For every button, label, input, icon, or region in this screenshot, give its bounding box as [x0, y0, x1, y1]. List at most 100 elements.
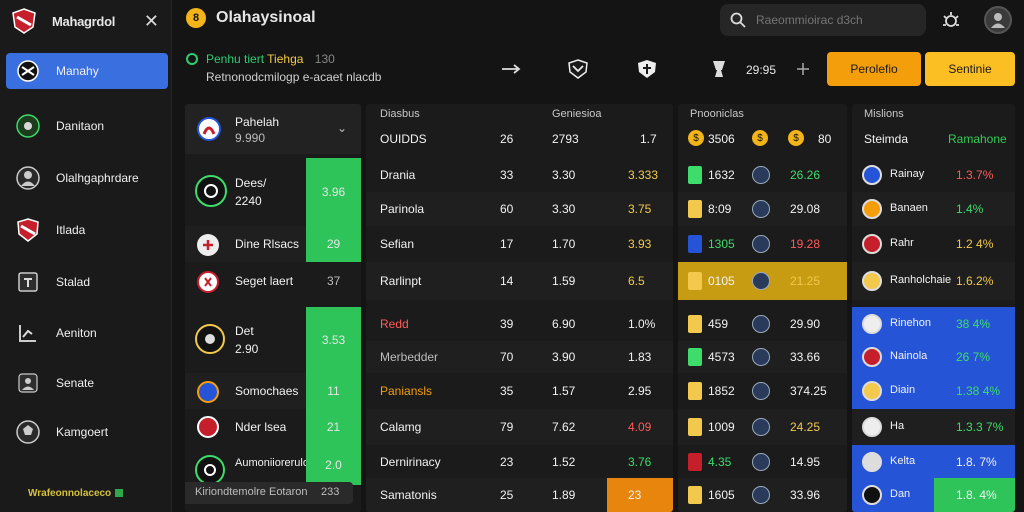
sidebar-item-stalad[interactable]: Stalad [6, 264, 168, 300]
table-row[interactable]: OUIDDS 26 2793 1.7 [366, 124, 673, 156]
table-row[interactable]: Diain 1.38 4% [852, 373, 1015, 409]
table-row[interactable]: Rinehon 38 4% [852, 307, 1015, 341]
table-row[interactable]: Samatonis 25 1.89 23 [366, 478, 673, 512]
row-a: 23 [500, 454, 514, 469]
table-row[interactable]: 1605 33.96 [678, 478, 847, 512]
row-name: Merbedder [380, 350, 439, 364]
flag-icon [688, 382, 702, 400]
table-row[interactable]: Steimda Ramahone [852, 124, 1015, 156]
table-row[interactable]: Parinola 60 3.30 3.75 [366, 192, 673, 226]
panel-header[interactable]: Pahelah 9.990 ⌄ [185, 104, 361, 154]
table-row[interactable]: 8:09 29.08 [678, 192, 847, 226]
table-row[interactable]: Dees/ 2240 3.96 [185, 158, 361, 226]
table-row[interactable]: Calamg 79 7.62 4.09 [366, 409, 673, 445]
team-badge-icon [752, 418, 770, 436]
player-avatar-icon [862, 485, 882, 505]
row-name: Rinehon [890, 317, 931, 329]
table-row[interactable]: Rarlinpt 14 1.59 6.5 [366, 262, 673, 300]
row-a: 1632 [708, 168, 735, 182]
sidebar-footer: Wrafeonnolaceco [28, 488, 124, 499]
sidebar-item-manahy[interactable]: Manahy [6, 53, 168, 89]
football-icon [14, 112, 42, 140]
row-c: 3.93 [628, 237, 652, 251]
panel-footer[interactable]: Kiriondtemolre Eotaron 233 [185, 482, 353, 504]
odds-panel: Pnooniclas $ 3506 $ $ 80 1632 26.26 8:09 29… [678, 104, 847, 512]
header: 8 Olahaysinoal Penhu tiert Tiehga 130 Re… [172, 0, 1024, 100]
team-crest-icon [634, 56, 660, 82]
row-b: 26.26 [790, 168, 821, 182]
row-name: Redd [380, 317, 409, 331]
close-icon[interactable]: ✕ [143, 10, 159, 31]
table-row[interactable]: Banaen 1.4% [852, 192, 1015, 226]
team-name: Det [235, 324, 254, 338]
row-a: 1605 [708, 488, 735, 502]
avatar[interactable] [984, 6, 1012, 34]
arrow-right-icon[interactable] [498, 56, 524, 82]
orange-action-button[interactable]: Perolefio [827, 52, 921, 86]
table-row[interactable]: Dine Rlsacs 29 [185, 226, 361, 262]
search-box[interactable] [720, 4, 926, 36]
settings-icon[interactable] [937, 6, 965, 34]
table-row[interactable]: 4573 33.66 [678, 341, 847, 373]
player-avatar-icon [862, 271, 882, 291]
table-row[interactable]: Paniansls 35 1.57 2.95 [366, 373, 673, 409]
table-row[interactable]: Dan 1.8. 4% [852, 478, 1015, 512]
table-row[interactable]: 1009 24.25 [678, 409, 847, 445]
flag-icon [688, 418, 702, 436]
table-row[interactable]: $ 3506 $ $ 80 [678, 124, 847, 156]
flag-icon [688, 452, 702, 471]
row-b: 19.28 [790, 237, 821, 251]
row-name: Calamg [380, 420, 422, 434]
sidebar-item-senate[interactable]: Senate [6, 365, 168, 401]
row-c: 1.83 [628, 350, 652, 364]
chevron-down-icon[interactable]: ⌄ [337, 121, 348, 135]
row-b: 374.25 [790, 384, 827, 398]
table-row[interactable]: Det 2.90 3.53 [185, 307, 361, 373]
sidebar-item-danitaon[interactable]: Danitaon [6, 108, 168, 144]
row-name: Dan [890, 488, 911, 500]
table-row[interactable]: 459 29.90 [678, 307, 847, 341]
sidebar-item-kamgoert[interactable]: Kamgoert [6, 414, 168, 450]
row-b: 3.90 [552, 350, 576, 364]
sidebar-item-itlada[interactable]: Itlada [6, 212, 168, 248]
live-match-title[interactable]: Penhu tiert Tiehga 130 [206, 52, 335, 66]
table-row[interactable]: Merbedder 70 3.90 1.83 [366, 341, 673, 373]
table-row[interactable]: Ha 1.3.3 7% [852, 409, 1015, 445]
search-input[interactable] [756, 13, 906, 27]
table-row[interactable]: Redd 39 6.90 1.0% [366, 307, 673, 341]
table-row[interactable]: Nder lsea 21 [185, 409, 361, 445]
yellow-action-button[interactable]: Sentinie [925, 52, 1015, 86]
row-a: 1852 [708, 384, 735, 398]
row-a: 60 [500, 202, 514, 216]
sidebar-item-label: Manahy [56, 64, 99, 78]
sidebar-item-label: Kamgoert [56, 425, 109, 439]
table-row[interactable]: 0105 21.25 [678, 262, 847, 300]
row-a: 1009 [708, 420, 735, 434]
table-row[interactable]: Sefian 17 1.70 3.93 [366, 226, 673, 262]
table-row[interactable]: Dernirinacy 23 1.52 3.76 [366, 445, 673, 478]
footer-label: Kiriondtemolre Eotaron [195, 486, 308, 498]
table-row[interactable]: 1632 26.26 [678, 158, 847, 192]
team-badge-icon [752, 272, 770, 290]
sidebar-item-olalhgaphrdare[interactable]: Olalhgaphrdare [6, 160, 168, 196]
row-a: 35 [500, 384, 514, 398]
table-row[interactable]: Kelta 1.8. 7% [852, 445, 1015, 478]
row-b: 33.66 [790, 350, 821, 364]
table-row[interactable]: Ranholchaie 1.6.2% [852, 262, 1015, 300]
swap-icon[interactable] [790, 56, 816, 82]
table-row[interactable]: Nainola 26 7% [852, 341, 1015, 373]
flag-icon [688, 315, 702, 333]
row-b: 24.25 [790, 420, 821, 434]
table-row[interactable]: Aumoniiorerulo 2.0 [185, 445, 361, 485]
table-row[interactable]: Rainay 1.3.7% [852, 158, 1015, 192]
table-row[interactable]: Seget laert 37 [185, 262, 361, 300]
table-row[interactable]: 4.35 14.95 [678, 445, 847, 478]
table-row[interactable]: Somochaes 11 [185, 373, 361, 409]
table-row[interactable]: Drania 33 3.30 3.333 [366, 158, 673, 192]
table-row[interactable]: 1305 19.28 [678, 226, 847, 262]
table-row[interactable]: 1852 374.25 [678, 373, 847, 409]
sidebar-item-aeniton[interactable]: Aeniton [6, 315, 168, 351]
team-value: 3.96 [306, 158, 361, 226]
table-row[interactable]: Rahr 1.2 4% [852, 226, 1015, 262]
club-crest-icon [197, 117, 221, 141]
